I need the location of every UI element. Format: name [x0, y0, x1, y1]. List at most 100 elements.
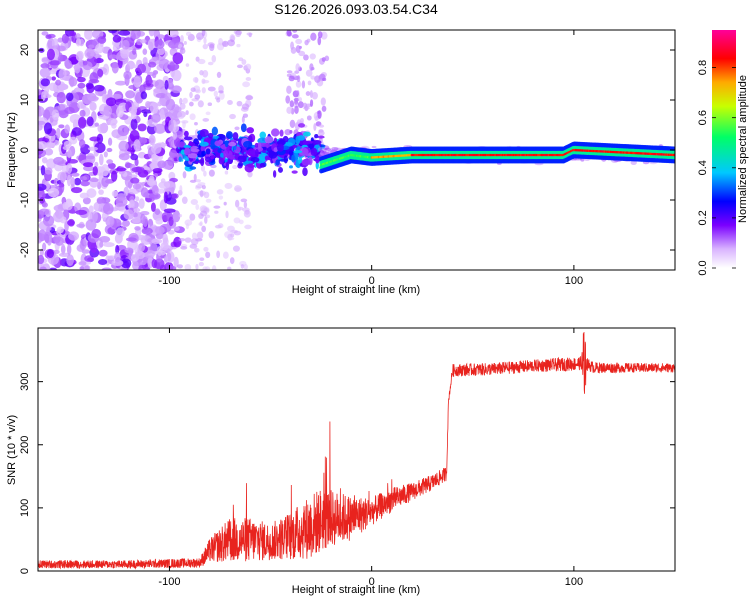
heatmap-cell [250, 157, 260, 163]
heatmap-cell [273, 147, 278, 153]
heatmap-cell [171, 38, 180, 44]
heatmap-cell [148, 79, 153, 84]
heatmap-cell [57, 104, 66, 111]
heatmap-cell [89, 101, 97, 112]
heatmap-cell [285, 95, 291, 104]
colorbar-tick-label: 0.0 [697, 260, 709, 275]
heatmap-cell [101, 267, 112, 270]
x-tick-label: 100 [565, 275, 583, 287]
heatmap-cell [91, 210, 98, 223]
heatmap-cell [163, 208, 176, 213]
heatmap-cell [317, 135, 325, 139]
heatmap-cell [225, 161, 230, 171]
heatmap-cell [102, 242, 115, 248]
heatmap-cell [218, 90, 224, 94]
y-tick-label: 0 [19, 147, 31, 153]
heatmap-cell [211, 265, 217, 270]
heatmap-cell [264, 136, 274, 144]
heatmap-cell [67, 149, 72, 159]
heatmap-cell [295, 63, 300, 72]
heatmap-cell [43, 122, 53, 135]
heatmap-cell [56, 92, 66, 104]
heatmap-y-label: Frequency (Hz) [6, 112, 18, 188]
heatmap-cell [81, 249, 91, 254]
heatmap-cell [275, 159, 280, 166]
heatmap-cell [276, 139, 286, 146]
heatmap-cell [233, 230, 242, 236]
heatmap-cell [132, 183, 142, 190]
heatmap-cell [55, 208, 64, 220]
heatmap-cell [202, 69, 209, 78]
heatmap-cell [311, 91, 318, 100]
heatmap-cell [123, 209, 135, 220]
x-tick-label: -100 [158, 576, 180, 588]
heatmap-cell [298, 156, 303, 165]
heatmap-cell [154, 123, 166, 134]
heatmap-cell [99, 153, 104, 166]
heatmap-cell [41, 202, 48, 208]
heatmap-cell [296, 90, 300, 95]
heatmap-cell [216, 250, 221, 259]
heatmap-cell [169, 61, 176, 72]
colorbar-ticks: 0.0 0.2 0.4 0.6 0.8 [697, 60, 736, 276]
heatmap-cell [138, 242, 146, 252]
heatmap-cell [135, 196, 140, 202]
heatmap-cell [207, 61, 214, 66]
heatmap-cell [190, 148, 200, 153]
snr-frame [37, 327, 676, 572]
heatmap-cell [289, 130, 293, 134]
heatmap-cell [46, 142, 56, 148]
heatmap-cell [169, 135, 174, 148]
heatmap-cell [276, 143, 284, 152]
heatmap-cell [197, 58, 206, 65]
heatmap-cell [306, 115, 312, 121]
heatmap-cell [133, 76, 142, 88]
heatmap-cell [292, 144, 298, 148]
heatmap-cell [242, 81, 251, 88]
heatmap-cell [152, 184, 159, 195]
heatmap-cell [70, 177, 76, 188]
heatmap-x-label: Height of straight line (km) [292, 284, 420, 296]
heatmap-cell [77, 82, 86, 89]
heatmap-cell [180, 246, 188, 250]
heatmap-cell [137, 123, 147, 132]
heatmap-cell [298, 50, 306, 57]
heatmap-cell [47, 187, 60, 198]
heatmap-cell [315, 161, 319, 170]
heatmap-cell [237, 206, 241, 212]
heatmap-cell [40, 165, 46, 176]
heatmap-cell [71, 172, 80, 177]
heatmap-cell [38, 254, 45, 265]
heatmap-cell [98, 235, 111, 243]
heatmap-cell [277, 167, 283, 173]
colorbar-gradient [712, 30, 736, 268]
y-tick-label: -10 [19, 192, 31, 208]
heatmap-cell [229, 257, 235, 265]
heatmap-cell [202, 118, 210, 122]
heatmap-cell [218, 157, 225, 165]
heatmap-cell [178, 43, 183, 49]
heatmap-cell [236, 64, 243, 69]
heatmap-cell [99, 241, 104, 248]
heatmap-cell [317, 147, 325, 152]
heatmap-cell [189, 113, 196, 121]
heatmap-cell [247, 164, 255, 168]
heatmap-cell [265, 142, 270, 148]
heatmap-cell [130, 177, 140, 184]
heatmap-cell [208, 230, 215, 239]
heatmap-cell [303, 102, 308, 108]
heatmap-cell [295, 80, 302, 88]
heatmap-cell [236, 100, 243, 107]
heatmap-cell [199, 257, 205, 261]
heatmap-cell [242, 207, 250, 212]
heatmap-cell [264, 155, 270, 161]
heatmap-cell [234, 126, 240, 131]
heatmap-cell [138, 198, 145, 209]
heatmap-cell [58, 68, 67, 81]
heatmap-cell [39, 266, 47, 270]
heatmap-cell [672, 158, 675, 164]
heatmap-cell [184, 264, 192, 270]
heatmap-cell [225, 210, 229, 219]
heatmap-cell [180, 35, 184, 43]
heatmap-cell [305, 69, 313, 77]
